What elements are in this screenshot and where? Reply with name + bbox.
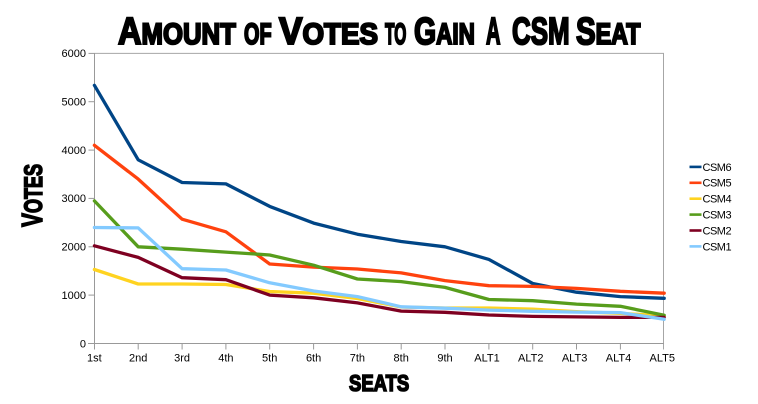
svg-text:2nd: 2nd (129, 353, 147, 365)
svg-text:6000: 6000 (62, 48, 86, 60)
svg-text:9th: 9th (437, 353, 452, 365)
svg-text:1000: 1000 (62, 290, 86, 302)
svg-text:ALT5: ALT5 (650, 353, 675, 365)
svg-text:CSM5: CSM5 (703, 178, 732, 190)
svg-text:CSM3: CSM3 (703, 210, 732, 222)
svg-text:6th: 6th (306, 353, 321, 365)
svg-text:ALT2: ALT2 (518, 353, 543, 365)
svg-text:1st: 1st (87, 353, 102, 365)
svg-text:0: 0 (80, 338, 86, 350)
svg-text:4000: 4000 (62, 145, 86, 157)
svg-text:2000: 2000 (62, 242, 86, 254)
svg-text:CSM2: CSM2 (703, 225, 732, 237)
svg-text:3rd: 3rd (174, 353, 190, 365)
svg-text:CSM4: CSM4 (703, 194, 732, 206)
svg-text:ALT3: ALT3 (562, 353, 587, 365)
svg-text:ALT4: ALT4 (606, 353, 631, 365)
svg-text:3000: 3000 (62, 193, 86, 205)
svg-text:7th: 7th (350, 353, 365, 365)
svg-text:5000: 5000 (62, 97, 86, 109)
svg-text:5th: 5th (262, 353, 277, 365)
svg-text:ALT1: ALT1 (474, 353, 499, 365)
svg-text:CSM1: CSM1 (703, 241, 732, 253)
svg-text:4th: 4th (218, 353, 233, 365)
svg-text:CSM6: CSM6 (703, 162, 732, 174)
svg-text:8th: 8th (394, 353, 409, 365)
